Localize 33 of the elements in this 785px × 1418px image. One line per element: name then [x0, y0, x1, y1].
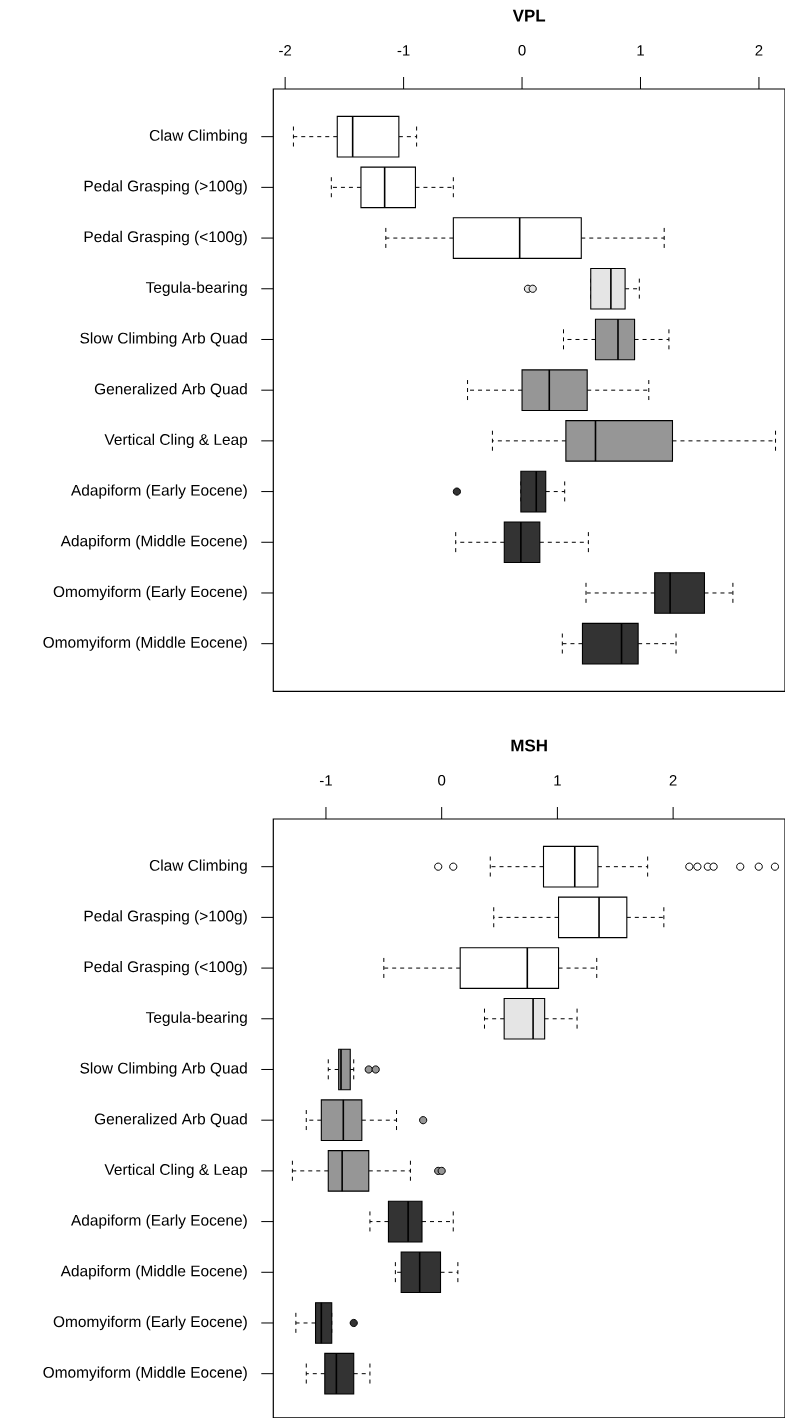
y-tick-label: Claw Climbing: [149, 859, 247, 874]
y-tick-label: Generalized Arb Quad: [94, 383, 247, 398]
x-tick-label: 0: [518, 44, 526, 56]
y-tick-label: Omomyiform (Middle Eocene): [43, 1366, 247, 1381]
y-tick-label: Pedal Grasping (<100g): [84, 230, 247, 246]
y-tick-label: Adapiform (Middle Eocene): [60, 535, 247, 550]
x-tick-label: -1: [319, 775, 332, 786]
y-tick-label: Adapiform (Middle Eocene): [60, 1265, 247, 1280]
y-tick-label: Tegula-bearing: [145, 1011, 247, 1026]
y-tick-label: Generalized Arb Quad: [94, 1113, 247, 1128]
chart-title: MSH: [511, 739, 547, 752]
x-tick-label: -2: [279, 45, 292, 56]
y-tick-label: Adapiform (Early Eocene): [71, 484, 247, 499]
x-tick-label: 0: [438, 774, 446, 786]
y-tick-label: Claw Climbing: [149, 129, 247, 144]
y-tick-label: Pedal Grasping (>100g): [84, 180, 247, 195]
y-tick-label: Tegula-bearing: [145, 281, 247, 296]
x-tick-label: -1: [397, 45, 410, 56]
x-tick-label: 2: [755, 45, 763, 56]
y-tick-label: Pedal Grasping (<100g): [84, 960, 247, 976]
y-tick-label: Omomyiform (Early Eocene): [53, 585, 247, 601]
y-tick-label: Omomyiform (Early Eocene): [53, 1315, 247, 1331]
chart-title: VPL: [512, 9, 546, 22]
y-tick-label: Slow Climbing Arb Quad: [80, 332, 247, 347]
y-tick-label: Pedal Grasping (>100g): [84, 910, 247, 925]
y-tick-label: Adapiform (Early Eocene): [71, 1214, 247, 1229]
x-tick-label: 2: [669, 775, 677, 786]
x-tick-label: 1: [637, 45, 644, 56]
y-tick-label: Vertical Cling & Leap: [104, 1163, 248, 1179]
y-tick-label: Vertical Cling & Leap: [104, 433, 248, 449]
y-tick-label: Slow Climbing Arb Quad: [80, 1062, 247, 1077]
x-tick-label: 1: [554, 775, 561, 786]
y-tick-label: Omomyiform (Middle Eocene): [43, 636, 247, 651]
